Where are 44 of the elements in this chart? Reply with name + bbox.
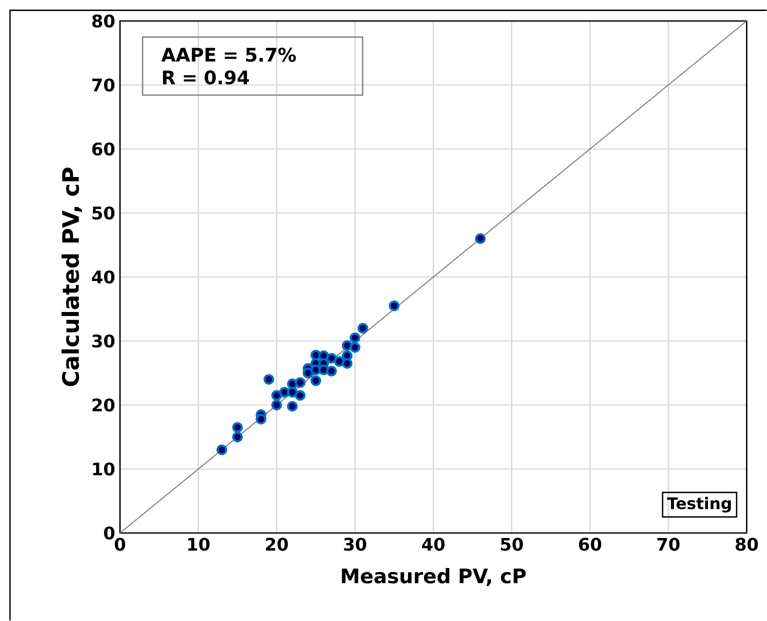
y-tick-label: 20 <box>92 398 114 412</box>
point <box>342 358 353 369</box>
y-tick-label: 80 <box>92 14 114 28</box>
x-axis-title: Measured PV, cP <box>342 568 526 586</box>
point <box>474 233 486 244</box>
y-axis-title: Calculated PV, cP <box>62 168 82 386</box>
point <box>358 322 368 334</box>
point <box>326 352 337 364</box>
point <box>232 422 243 433</box>
point <box>271 400 282 410</box>
x-tick-label: 0 <box>114 538 126 551</box>
y-tick-label: 50 <box>92 206 114 220</box>
y-tick-label: 10 <box>93 462 114 476</box>
point <box>302 368 314 378</box>
y-tick-label: 60 <box>92 142 114 156</box>
x-tick-label: 80 <box>736 538 758 551</box>
point <box>350 342 360 353</box>
x-tick-label: 10 <box>188 538 210 551</box>
point <box>263 374 274 385</box>
point <box>326 366 337 376</box>
annotation: Testing <box>667 496 731 513</box>
point <box>286 400 298 412</box>
x-tick-label: 30 <box>344 538 366 551</box>
point <box>232 432 243 442</box>
point <box>256 414 266 424</box>
point <box>216 444 228 456</box>
x-tick-label: 20 <box>266 538 288 551</box>
point <box>294 377 306 388</box>
annotation: AAPE = 5.7% <box>161 48 296 62</box>
x-tick-label: 60 <box>579 538 602 551</box>
x-tick-label: 40 <box>422 538 445 551</box>
point <box>350 332 360 344</box>
point <box>294 390 306 401</box>
point <box>286 386 298 398</box>
y-tick-label: 30 <box>92 334 114 348</box>
y-tick-label: 0 <box>104 526 114 540</box>
x-tick-label: 70 <box>657 538 680 551</box>
y-tick-label: 70 <box>92 78 114 92</box>
y-tick-label: 40 <box>92 270 114 284</box>
annotation: R = 0.94 <box>162 70 249 84</box>
point <box>271 390 282 401</box>
x-tick-label: 50 <box>500 538 523 551</box>
point <box>310 375 322 386</box>
point <box>388 300 400 312</box>
